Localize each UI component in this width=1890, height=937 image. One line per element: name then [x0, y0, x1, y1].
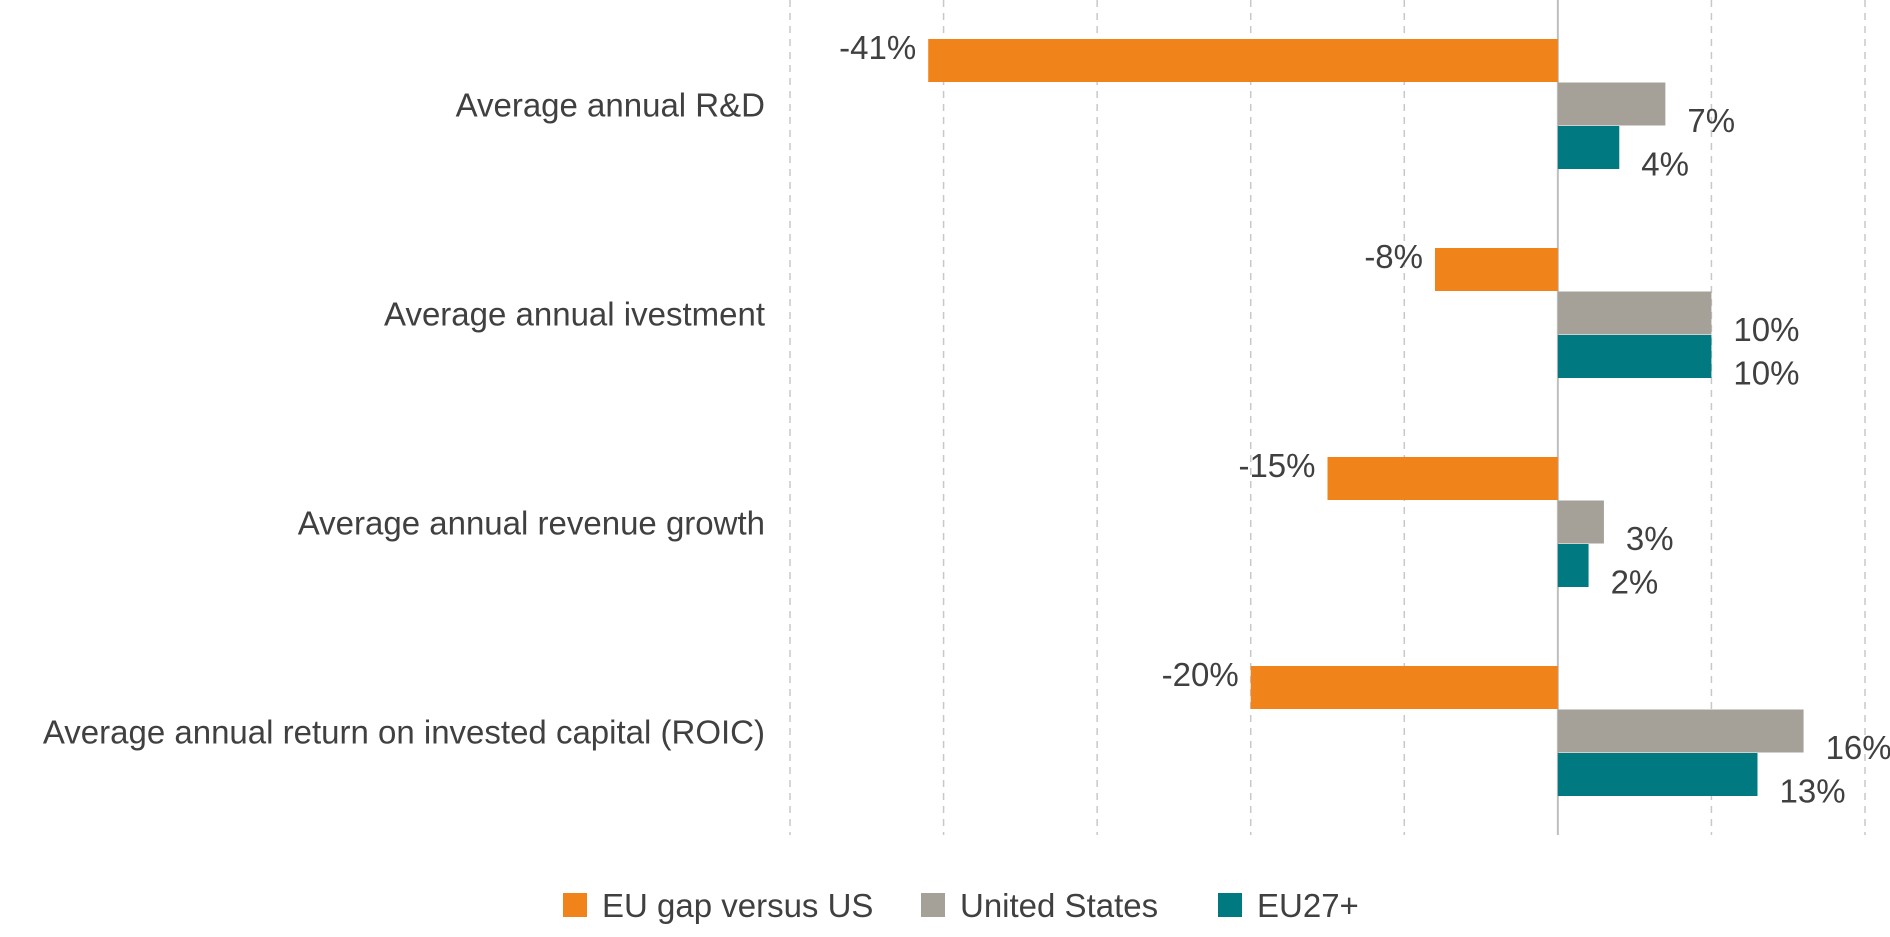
bar-eu27-4 [1557, 753, 1758, 796]
bar-eu-gap-versus-us-2 [1435, 248, 1558, 291]
legend-label-united-states: United States [960, 887, 1158, 924]
bar-united-states-3 [1557, 500, 1604, 544]
category-label-4: Average annual return on invested capita… [43, 713, 765, 750]
data-label-eu27-2: 10% [1733, 355, 1799, 392]
bar-united-states-4 [1557, 709, 1804, 753]
bar-eu27-2 [1557, 335, 1712, 378]
legend-swatch-eu27 [1218, 893, 1242, 917]
bars [928, 39, 1804, 796]
category-label-2: Average annual ivestment [384, 295, 765, 332]
legend-label-eu27: EU27+ [1257, 887, 1359, 924]
bar-united-states-2 [1557, 291, 1712, 335]
data-label-eu-gap-versus-us-1: -41% [839, 29, 916, 66]
data-label-eu27-1: 4% [1641, 146, 1689, 183]
bar-eu-gap-versus-us-1 [928, 39, 1558, 82]
data-label-eu27-3: 2% [1611, 564, 1659, 601]
bar-eu-gap-versus-us-4 [1250, 666, 1558, 709]
legend-swatch-eu-gap-versus-us [563, 893, 587, 917]
data-label-united-states-1: 7% [1687, 102, 1735, 139]
data-label-united-states-2: 10% [1733, 311, 1799, 348]
data-label-eu-gap-versus-us-3: -15% [1238, 447, 1315, 484]
bar-eu-gap-versus-us-3 [1327, 457, 1558, 500]
data-label-united-states-4: 16% [1826, 729, 1890, 766]
category-label-3: Average annual revenue growth [298, 504, 765, 541]
data-label-united-states-3: 3% [1626, 520, 1674, 557]
data-label-eu-gap-versus-us-2: -8% [1364, 238, 1423, 275]
bar-eu27-1 [1557, 126, 1620, 169]
legend-swatch-united-states [921, 893, 945, 917]
bar-united-states-1 [1557, 82, 1666, 126]
bar-eu27-3 [1557, 544, 1589, 587]
labels: -41% 7% 4% Average annual R&D -8% 10% 10% Avera… [43, 29, 1890, 810]
data-label-eu-gap-versus-us-4: -20% [1162, 656, 1239, 693]
legend: EU gap versus US United States EU27+ [563, 887, 1359, 924]
legend-label-eu-gap-versus-us: EU gap versus US [602, 887, 873, 924]
data-label-eu27-4: 13% [1780, 773, 1846, 810]
category-label-1: Average annual R&D [456, 86, 765, 123]
